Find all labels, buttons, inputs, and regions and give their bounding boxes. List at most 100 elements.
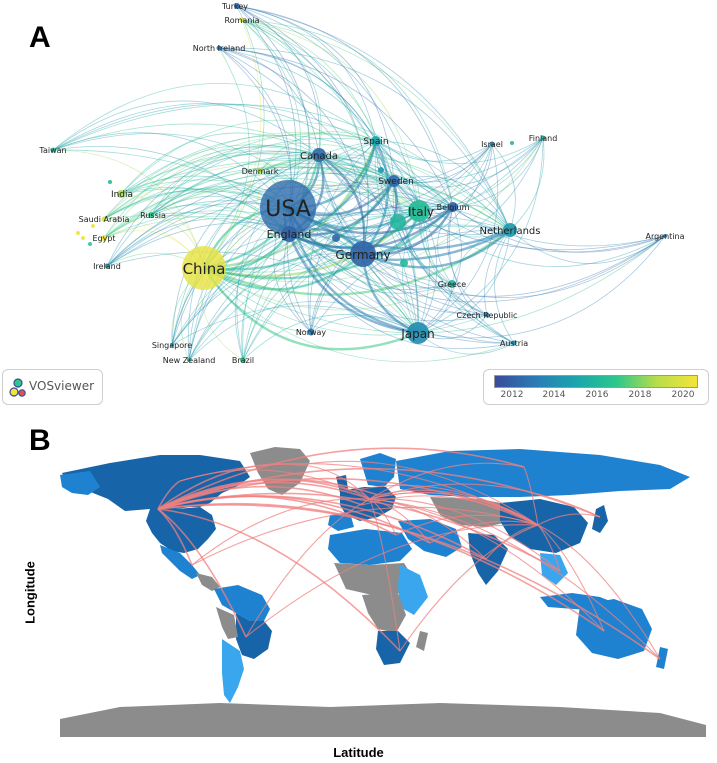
network-label-denmark: Denmark xyxy=(242,167,279,176)
network-label-israel: Israel xyxy=(481,140,503,149)
network-edge xyxy=(318,154,366,255)
network-edge xyxy=(362,253,488,316)
network-label-saudi: Saudi Arabia xyxy=(79,215,130,224)
region-southern-africa xyxy=(376,631,410,665)
network-node-germany[interactable] xyxy=(350,241,376,267)
region-south-america-south xyxy=(222,639,244,703)
network-label-belgium: Belgium xyxy=(437,203,470,212)
network-label-netherlands: Netherlands xyxy=(480,226,541,237)
collaboration-flow-line xyxy=(299,464,371,500)
network-node-turkey[interactable] xyxy=(234,3,240,9)
network-node-ireland[interactable] xyxy=(104,263,110,269)
map-x-axis-title: Latitude xyxy=(333,745,384,760)
network-edge xyxy=(509,229,666,264)
vosviewer-badge[interactable]: VOSviewer xyxy=(2,369,103,405)
network-edge xyxy=(318,154,454,211)
network-edge xyxy=(218,47,377,142)
network-node-saudi[interactable] xyxy=(101,216,107,222)
network-edge xyxy=(259,163,420,212)
network-edge xyxy=(393,180,488,316)
network-node-netherlands[interactable] xyxy=(503,223,517,237)
network-edge xyxy=(259,170,364,255)
network-edge xyxy=(362,229,511,269)
region-madagascar xyxy=(416,631,428,651)
network-edge xyxy=(452,206,666,253)
network-label-japan: Japan xyxy=(400,327,434,341)
network-node-singapore[interactable] xyxy=(170,343,174,347)
network-edge xyxy=(188,253,364,361)
network-node-belgium[interactable] xyxy=(448,202,458,212)
network-node-india[interactable] xyxy=(117,190,125,198)
network-edge xyxy=(288,233,515,350)
network-edge xyxy=(287,207,488,316)
network-edge xyxy=(310,229,511,333)
network-node-taiwan[interactable] xyxy=(50,147,56,153)
network-node-canada[interactable] xyxy=(312,148,326,162)
network-node-czech[interactable] xyxy=(484,312,490,318)
legend-tick: 2018 xyxy=(628,390,652,400)
network-node-newzealand[interactable] xyxy=(187,358,191,362)
vosviewer-badge-text: VOSviewer xyxy=(29,379,95,393)
network-node-argentina[interactable] xyxy=(663,234,667,238)
network-edge xyxy=(218,47,364,255)
network-node-sweden[interactable] xyxy=(388,175,400,187)
network-node-norway[interactable] xyxy=(307,328,315,336)
network-edge xyxy=(103,133,377,239)
network-edge xyxy=(218,47,454,208)
network-edge xyxy=(52,132,289,209)
network-edge xyxy=(171,209,420,346)
network-edge xyxy=(103,171,454,239)
region-brazil xyxy=(236,613,272,659)
region-canada xyxy=(62,455,250,511)
network-edge xyxy=(150,158,395,216)
network-node-usa[interactable] xyxy=(260,180,316,236)
network-edge xyxy=(393,180,515,344)
network-node-japan[interactable] xyxy=(407,322,429,344)
network-edge xyxy=(203,5,265,269)
region-china xyxy=(500,499,588,553)
network-edge xyxy=(318,154,420,212)
network-node-england[interactable] xyxy=(281,226,297,242)
network-node-finland[interactable] xyxy=(540,135,546,141)
network-edge xyxy=(188,301,419,361)
network-node-italy[interactable] xyxy=(408,200,430,222)
network-edge xyxy=(241,19,420,212)
network-edge xyxy=(106,151,320,267)
network-edge xyxy=(103,182,420,239)
network-edge xyxy=(203,19,262,269)
network-edge xyxy=(103,146,320,239)
network-node-israel[interactable] xyxy=(489,141,495,147)
network-edge xyxy=(103,131,377,220)
region-russia xyxy=(396,449,690,497)
collaboration-flow-line xyxy=(537,524,605,632)
region-mexico xyxy=(160,545,200,579)
network-edge xyxy=(417,229,511,334)
network-edge xyxy=(171,305,419,346)
network-node-russia[interactable] xyxy=(148,212,154,218)
network-label-ireland: Ireland xyxy=(93,262,121,271)
country-regions xyxy=(60,447,706,737)
network-node-denmark[interactable] xyxy=(257,168,263,174)
network-node-unlabeled xyxy=(510,141,514,145)
network-label-romania: Romania xyxy=(225,16,260,25)
network-node-romania[interactable] xyxy=(239,17,245,23)
network-edge xyxy=(236,5,369,255)
network-node-austria[interactable] xyxy=(511,340,517,346)
network-edge xyxy=(150,145,320,216)
network-node-northireland[interactable] xyxy=(216,45,222,51)
network-label-finland: Finland xyxy=(529,134,558,143)
network-edge xyxy=(418,143,493,212)
network-node-china[interactable] xyxy=(182,246,226,290)
network-node-spain[interactable] xyxy=(371,136,381,146)
network-node-brazil[interactable] xyxy=(240,357,246,363)
collaboration-flow-line xyxy=(369,498,397,536)
network-label-china: China xyxy=(183,260,226,278)
legend-color-bar xyxy=(494,375,698,388)
network-node-greece[interactable] xyxy=(448,280,456,288)
collaboration-flow-line xyxy=(537,513,601,526)
network-edge xyxy=(120,153,420,212)
region-new-zealand xyxy=(656,647,668,669)
network-edge xyxy=(188,140,377,361)
collaboration-flow-line xyxy=(351,484,539,526)
network-node-egypt[interactable] xyxy=(101,235,107,241)
